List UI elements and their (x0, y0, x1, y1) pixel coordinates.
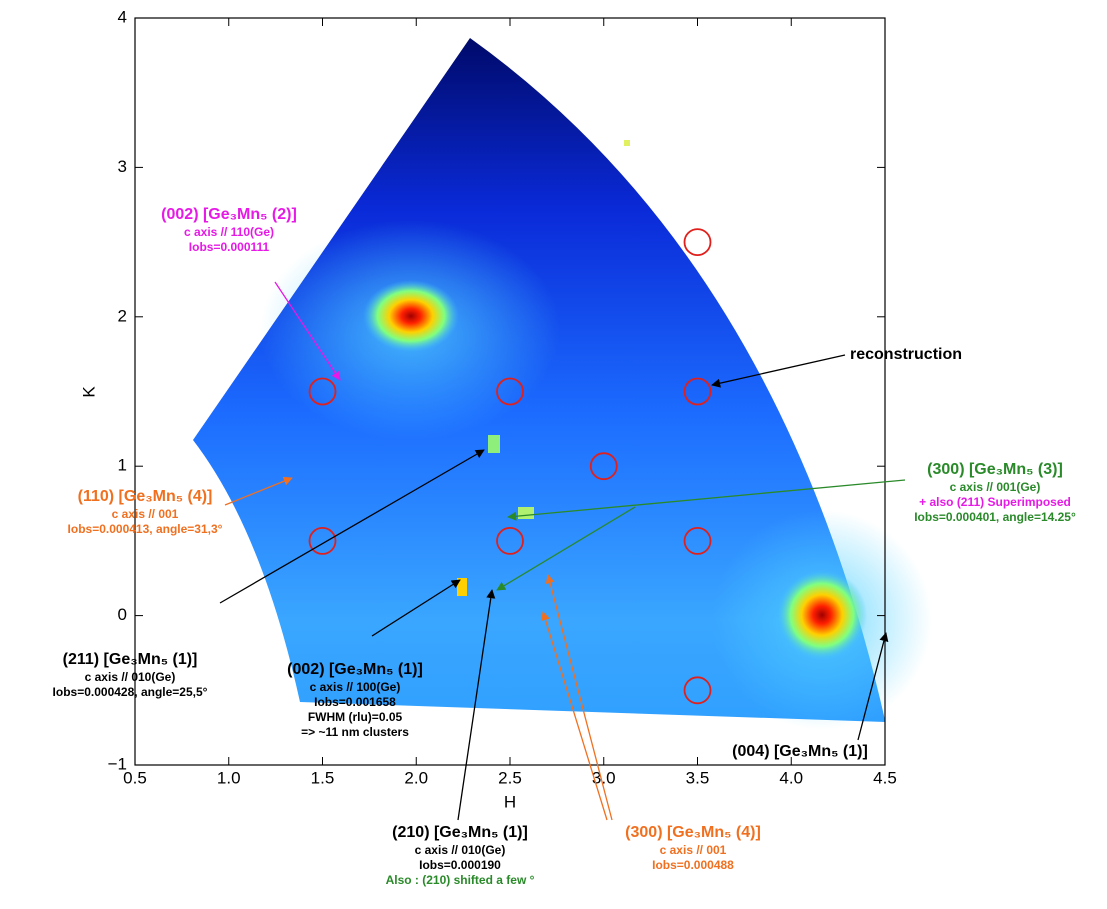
x-tick-label: 4.0 (779, 768, 803, 787)
annotation-line: Iobs=0.000428, angle=25,5° (53, 685, 208, 699)
annotation-title: (210) [Ge₃Mn₅ (1)] (392, 824, 528, 841)
x-tick-label: 1.0 (217, 768, 241, 787)
x-tick-label: 2.0 (404, 768, 428, 787)
annotation-line: FWHM (rlu)=0.05 (308, 710, 403, 724)
marked-peak (496, 377, 524, 406)
marked-peak (683, 228, 712, 257)
annotation-line: => ~11 nm clusters (301, 725, 409, 739)
annotation-arrow (371, 579, 461, 637)
marked-peak (683, 377, 712, 406)
annotation-line: Iobs=0.000401, angle=14.25° (914, 510, 1076, 524)
heatmap (193, 38, 932, 730)
annotation-line: c axis // 001(Ge) (950, 480, 1041, 494)
marked-peak (496, 527, 524, 555)
annotation-title: (300) [Ge₃Mn₅ (4)] (625, 824, 761, 841)
x-tick-label: 4.5 (873, 768, 897, 787)
y-tick-label: 1 (118, 456, 127, 475)
x-tick-label: 0.5 (123, 768, 147, 787)
x-tick-label: 3.5 (686, 768, 710, 787)
annotation-line: Iobs=0.000190 (419, 858, 501, 872)
marked-peak (308, 377, 337, 406)
annotation-line: c axis // 010(Ge) (85, 670, 176, 684)
annotation-line: c axis // 110(Ge) (184, 225, 274, 239)
marked-peak (589, 452, 618, 481)
annotation-line: c axis // 001 (112, 507, 179, 521)
annotation-line: c axis // 100(Ge) (310, 680, 401, 694)
annotation-title: (300) [Ge₃Mn₅ (3)] (927, 461, 1063, 478)
annotation-arrow (545, 574, 613, 821)
annotation-arrow (711, 354, 846, 388)
annotation-line: Iobs=0.000488 (652, 858, 734, 872)
annotation-line: Iobs=0.000111 (189, 240, 270, 254)
y-tick-label: −1 (108, 754, 127, 773)
x-tick-label: 2.5 (498, 768, 522, 787)
annotation-arrow (541, 611, 608, 821)
annotation-line: c axis // 001 (660, 843, 727, 857)
x-tick-label: 3.0 (592, 768, 616, 787)
y-axis-label: K (79, 386, 98, 398)
annotation-line: Also : (210) shifted a few ° (386, 873, 535, 887)
y-tick-label: 3 (118, 157, 127, 176)
annotation-line: Iobs=0.000413, angle=31,3° (68, 522, 223, 536)
annotation-title: reconstruction (850, 346, 962, 363)
annotation-arrow (496, 506, 636, 591)
annotation-arrow (507, 479, 906, 521)
annotation-arrow (219, 449, 485, 604)
y-tick-label: 0 (118, 605, 127, 624)
annotation-arrow (857, 632, 889, 741)
x-axis-label: H (504, 792, 516, 811)
annotation-arrow (457, 589, 496, 821)
y-tick-label: 2 (118, 306, 127, 325)
annotation-line: Iobs=0.001658 (314, 695, 396, 709)
annotation-title: (110) [Ge₃Mn₅ (4)] (78, 488, 213, 505)
marked-peak (683, 527, 712, 555)
annotation-title: (004) [Ge₃Mn₅ (1)] (732, 743, 868, 760)
annotation-line: c axis // 010(Ge) (415, 843, 506, 857)
annotation-title: (002) [Ge₃Mn₅ (2)] (161, 206, 297, 223)
annotation-line: + also (211) Superimposed (919, 495, 1071, 509)
marked-peak (683, 676, 712, 705)
x-tick-label: 1.5 (311, 768, 335, 787)
annotation-arrow (274, 281, 341, 381)
y-tick-label: 4 (118, 7, 127, 26)
annotation-title: (211) [Ge₃Mn₅ (1)] (63, 651, 198, 668)
marked-peak (308, 527, 337, 555)
annotation-title: (002) [Ge₃Mn₅ (1)] (287, 661, 423, 678)
annotation-arrow (224, 476, 293, 506)
